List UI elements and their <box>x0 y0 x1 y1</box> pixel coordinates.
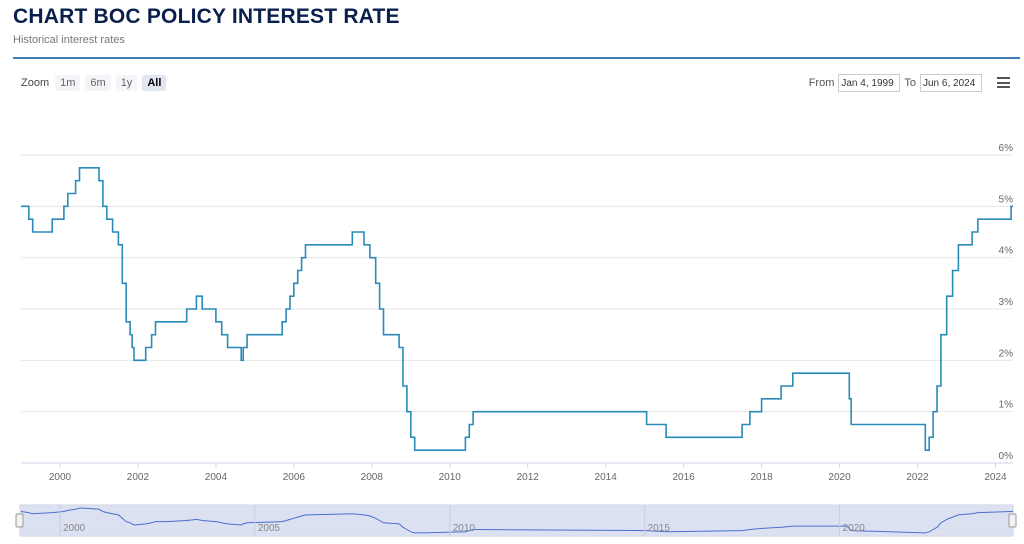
zoom-label: Zoom <box>21 77 50 89</box>
navigator[interactable]: 2000 2005 2010 2015 2020 <box>15 504 1017 537</box>
navigator-left-handle[interactable] <box>15 513 24 528</box>
x-tick-label: 2006 <box>283 472 306 483</box>
x-tick-label: 2010 <box>439 472 462 483</box>
y-tick-label: 5% <box>999 194 1014 205</box>
from-date-input[interactable] <box>838 74 901 92</box>
from-label: From <box>808 77 835 89</box>
x-tick-label: 2002 <box>127 472 150 483</box>
x-axis: 2000 2002 2004 2006 2008 2010 2012 2014 2016 2018… <box>21 462 1013 483</box>
hamburger-menu-icon[interactable] <box>997 77 1010 88</box>
series-line <box>21 167 1013 451</box>
y-tick-label: 0% <box>999 451 1014 462</box>
x-tick-label: 2012 <box>517 472 540 483</box>
grid-lines <box>21 154 1013 464</box>
date-range: From To <box>805 74 982 92</box>
navigator-axis: 2000 2005 2010 2015 2020 <box>59 505 866 536</box>
to-date-input[interactable] <box>920 74 982 92</box>
page-title: CHART BOC POLICY INTEREST RATE <box>13 5 400 28</box>
x-tick-label: 2018 <box>750 472 773 483</box>
x-tick-label: 2016 <box>673 472 696 483</box>
x-tick-label: 2014 <box>595 472 618 483</box>
zoom-controls: Zoom 1m 6m 1y All <box>21 75 171 91</box>
y-tick-label: 2% <box>999 348 1014 359</box>
x-tick-label: 2008 <box>361 472 384 483</box>
to-label: To <box>904 77 916 89</box>
y-tick-label: 1% <box>999 400 1014 411</box>
navigator-right-handle[interactable] <box>1008 513 1017 528</box>
zoom-1y-button[interactable]: 1y <box>115 75 138 91</box>
y-tick-label: 6% <box>999 143 1014 154</box>
x-tick-label: 2000 <box>49 472 72 483</box>
x-tick-label: 2004 <box>205 472 228 483</box>
zoom-1m-button[interactable]: 1m <box>55 75 81 91</box>
x-tick-label: 2024 <box>984 472 1007 483</box>
zoom-all-button[interactable]: All <box>142 75 167 91</box>
zoom-6m-button[interactable]: 6m <box>85 75 111 91</box>
x-tick-label: 2020 <box>828 472 851 483</box>
navigator-tick-label: 2015 <box>648 523 671 534</box>
x-tick-label: 2022 <box>906 472 929 483</box>
navigator-tick-label: 2010 <box>453 523 476 534</box>
y-tick-label: 3% <box>999 297 1014 308</box>
header-divider <box>13 57 1020 59</box>
navigator-tick-label: 2005 <box>258 523 281 534</box>
page-subtitle: Historical interest rates <box>13 34 125 46</box>
navigator-tick-label: 2020 <box>843 523 866 534</box>
navigator-line <box>20 507 1013 534</box>
y-tick-label: 4% <box>999 246 1014 257</box>
y-axis: 0% 1% 2% 3% 4% 5% 6% <box>999 143 1014 462</box>
navigator-tick-label: 2000 <box>63 523 86 534</box>
